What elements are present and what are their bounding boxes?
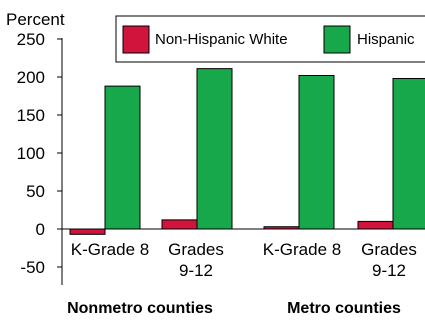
x-category-label: 9-12 — [179, 261, 213, 280]
x-group-label: Metro counties — [287, 300, 401, 317]
category-labels: K-Grade 8 Grades 9-12 K-Grade 8 Grades 9-12 — [71, 240, 417, 280]
legend-label-non-hispanic-white: Non-Hispanic White — [155, 31, 288, 48]
y-tick-label: 150 — [17, 106, 45, 125]
legend-swatch-hispanic — [323, 25, 351, 54]
x-category-label: Grades — [168, 240, 224, 259]
x-category-label: 9-12 — [372, 261, 406, 280]
y-axis-ticks: -50 0 50 100 150 200 250 — [17, 30, 62, 277]
bar-hispanic-1 — [104, 85, 141, 230]
bar-non-hispanic-white-4 — [357, 220, 394, 230]
legend-box — [115, 15, 425, 63]
legend-swatch-non-hispanic-white — [122, 25, 150, 54]
y-tick-label: 0 — [36, 220, 45, 239]
group-labels: Nonmetro counties Metro counties — [67, 300, 401, 317]
legend-label-hispanic: Hispanic — [357, 31, 415, 48]
bars — [69, 68, 425, 235]
bar-hispanic-4 — [392, 78, 425, 230]
x-category-label: K-Grade 8 — [71, 240, 149, 259]
y-tick-label: 50 — [26, 182, 45, 201]
bar-hispanic-2 — [196, 68, 233, 230]
y-axis-label: Percent — [6, 10, 65, 29]
bar-non-hispanic-white-1 — [69, 228, 106, 235]
bar-hispanic-3 — [298, 74, 335, 230]
legend: Non-Hispanic White Hispanic — [115, 15, 425, 63]
x-category-label: K-Grade 8 — [263, 240, 341, 259]
y-tick-label: -50 — [20, 258, 45, 277]
y-tick-label: 250 — [17, 30, 45, 49]
y-tick-label: 100 — [17, 144, 45, 163]
y-tick-label: 200 — [17, 68, 45, 87]
bar-non-hispanic-white-2 — [161, 219, 198, 230]
x-group-label: Nonmetro counties — [67, 300, 213, 317]
x-category-label: Grades — [361, 240, 417, 259]
